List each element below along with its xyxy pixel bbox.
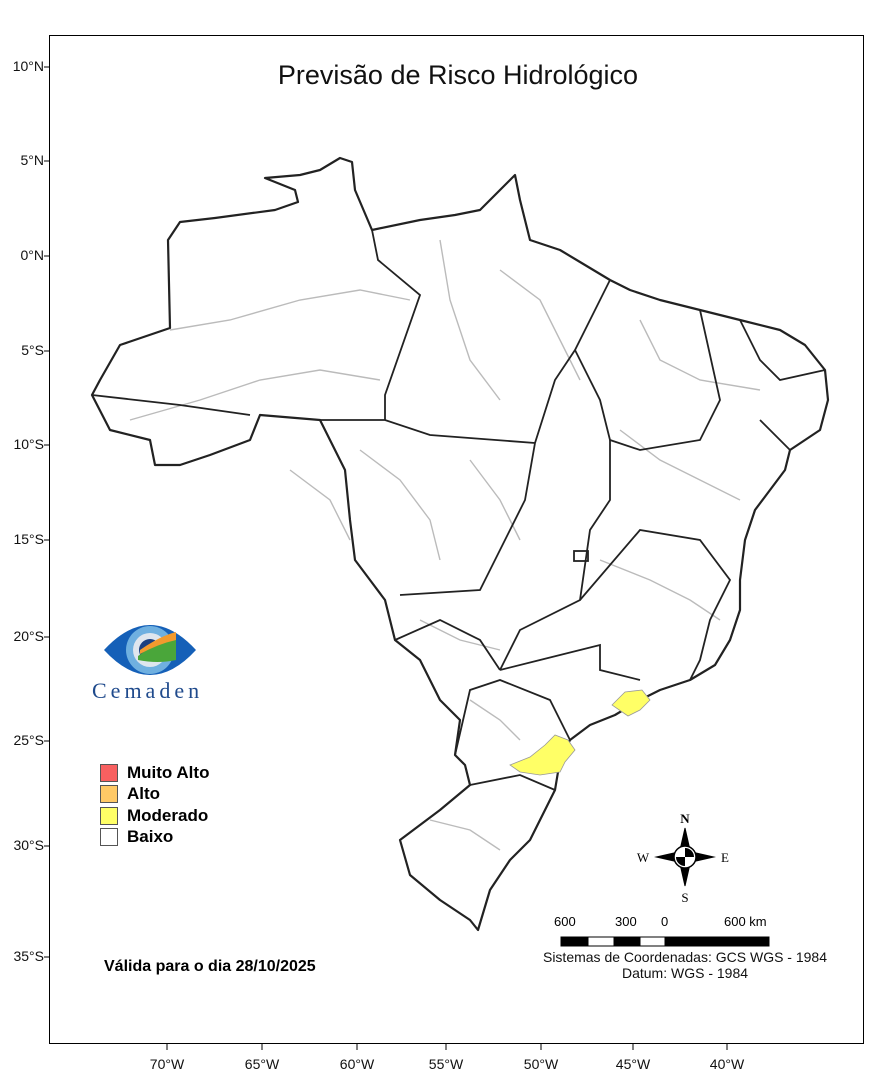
basin-boundaries (129, 239, 761, 851)
scale-label: 0 (661, 914, 669, 929)
legend-label: Alto (127, 784, 161, 804)
legend-item-alto: Alto (100, 784, 209, 806)
compass-e: E (721, 850, 729, 865)
scale-label: 300 (615, 914, 637, 929)
coordinate-system: Sistemas de Coordenadas: GCS WGS - 1984 (542, 949, 828, 965)
lon-label: 60°W (339, 1056, 375, 1072)
risk-area-moderado-sp (611, 689, 651, 717)
cemaden-logo-text: Cemaden (92, 678, 204, 703)
lon-label: 70°W (149, 1056, 185, 1072)
lat-label: 15°S (13, 531, 44, 547)
lon-label: 40°W (709, 1056, 745, 1072)
state-boundaries (91, 229, 826, 791)
legend-label: Muito Alto (127, 762, 210, 782)
legend-swatch (100, 763, 118, 782)
lat-label: 10°S (13, 436, 44, 452)
legend-swatch (100, 785, 118, 804)
map-title: Previsão de Risco Hidrológico (277, 60, 639, 90)
legend-item-baixo: Baixo (100, 827, 209, 849)
map-frame (49, 35, 864, 1044)
lat-label: 20°S (13, 628, 44, 644)
lat-label: 0°N (20, 247, 45, 263)
compass-rose-icon (654, 827, 716, 887)
brazil-outline (90, 156, 830, 932)
scale-bar (560, 936, 770, 947)
lat-label: 30°S (13, 837, 44, 853)
compass-s: S (681, 890, 688, 905)
axis-ticks (44, 66, 728, 1050)
coordinate-info: Sistemas de Coordenadas: GCS WGS - 1984 … (520, 949, 850, 981)
legend-label: Baixo (127, 827, 174, 847)
lat-label: 35°S (13, 948, 44, 964)
legend-item-moderado: Moderado (100, 805, 209, 827)
lat-label: 25°S (13, 732, 44, 748)
datum: Datum: WGS - 1984 (621, 965, 749, 981)
lat-label: 10°N (12, 58, 44, 74)
lon-label: 55°W (428, 1056, 464, 1072)
validity-date: Válida para o dia 28/10/2025 (104, 958, 316, 975)
lon-label: 45°W (615, 1056, 651, 1072)
scale-label: 600 km (724, 914, 767, 929)
lon-label: 65°W (244, 1056, 280, 1072)
legend: Muito Alto Alto Moderado Baixo (100, 762, 209, 848)
compass-n: N (680, 811, 690, 826)
lat-label: 5°S (21, 342, 44, 358)
legend-swatch (100, 806, 118, 825)
risk-area-moderado-pr-sc (509, 734, 576, 776)
cemaden-logo-icon (104, 625, 196, 675)
lon-label: 50°W (523, 1056, 559, 1072)
legend-swatch (100, 828, 118, 847)
lat-label: 5°N (20, 152, 45, 168)
scale-label: 600 (554, 914, 576, 929)
compass-w: W (637, 850, 650, 865)
legend-label: Moderado (127, 805, 209, 825)
legend-item-muito-alto: Muito Alto (100, 762, 209, 784)
